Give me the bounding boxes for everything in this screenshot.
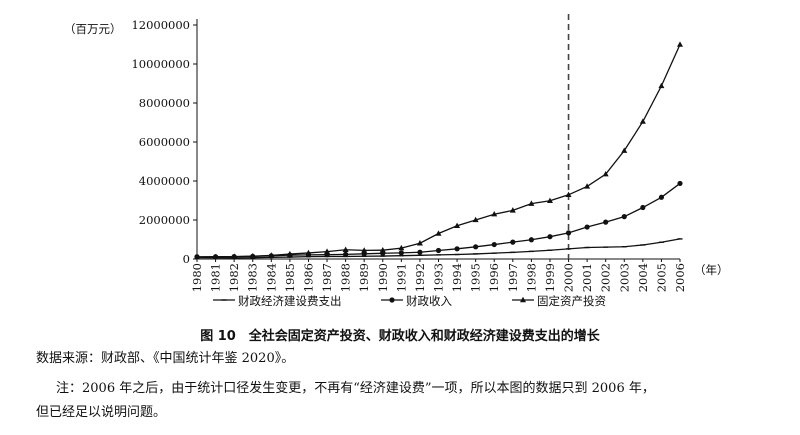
data-point — [286, 250, 293, 257]
data-point — [491, 211, 498, 217]
x-tick-label: 1998 — [524, 263, 538, 292]
x-tick-label: 1980 — [190, 263, 204, 292]
x-tick-label: 1982 — [227, 263, 241, 292]
data-point — [547, 234, 553, 240]
data-point — [454, 246, 460, 252]
y-axis-ticks: 0 2000000 4000000 6000000 8000000 10000000 120… — [131, 18, 197, 266]
data-point — [640, 204, 646, 211]
x-tick-label: 1991 — [394, 263, 408, 292]
x-tick-label: 1984 — [264, 263, 278, 292]
x-tick-label: 1987 — [320, 263, 334, 292]
figure-caption: 图 10 全社会固定资产投资、财政收入和财政经济建设费支出的增长 — [200, 329, 600, 344]
data-point — [435, 247, 442, 254]
note-line-2: 但已经足以说明问题。 — [36, 405, 167, 420]
data-point — [677, 180, 683, 187]
data-point — [361, 247, 368, 253]
x-tick-label: 2006 — [673, 263, 687, 292]
x-tick-label: 2000 — [562, 263, 576, 292]
data-point — [231, 253, 238, 259]
legend-marker — [389, 297, 395, 303]
data-point — [379, 246, 386, 253]
data-point — [621, 214, 627, 220]
data-point — [565, 230, 572, 236]
x-axis-ticks: 1980 1981 1982 1983 1984 1985 1986 1987 1988 1989… — [190, 259, 687, 292]
legend-label: 固定资产投资 — [537, 294, 606, 308]
x-tick-label: 1981 — [209, 263, 223, 292]
data-point — [584, 183, 591, 189]
x-tick-label: 2001 — [580, 263, 594, 292]
x-axis-label: （年） — [694, 263, 729, 277]
x-tick-label: 1988 — [339, 263, 353, 292]
x-tick-label: 2004 — [636, 263, 650, 292]
y-tick-label: 4000000 — [139, 174, 190, 188]
series-3 — [194, 41, 683, 260]
data-point — [491, 241, 497, 248]
data-point — [417, 249, 423, 255]
legend: 财政经济建设费支出 财政收入 固定资产投资 — [213, 294, 606, 308]
data-point — [212, 253, 219, 260]
data-point — [528, 200, 535, 206]
y-tick-label: 12000000 — [131, 18, 190, 32]
series-line — [196, 182, 681, 258]
data-point — [639, 118, 646, 124]
line-chart: 0 2000000 4000000 6000000 8000000 10000000 120… — [64, 14, 729, 308]
x-tick-label: 1992 — [413, 263, 427, 292]
data-point — [621, 147, 628, 153]
data-point — [398, 244, 405, 251]
data-point — [546, 197, 553, 203]
data-point — [249, 253, 256, 259]
data-point — [305, 249, 312, 256]
y-tick-label: 10000000 — [131, 57, 190, 71]
x-tick-label: 1994 — [450, 263, 464, 292]
data-point — [528, 237, 534, 243]
x-tick-label: 1996 — [487, 263, 501, 292]
x-tick-label: 1983 — [246, 263, 260, 292]
x-tick-label: 1986 — [301, 263, 315, 292]
data-point — [343, 251, 349, 257]
data-point — [584, 224, 590, 230]
y-axis-label: （百万元） — [64, 22, 122, 36]
data-point — [342, 246, 349, 252]
data-point — [602, 170, 609, 177]
series-line — [196, 44, 681, 258]
x-tick-label: 2005 — [654, 263, 668, 292]
x-tick-label: 2002 — [599, 263, 613, 292]
y-tick-label: 2000000 — [139, 213, 190, 227]
series-lines — [194, 41, 683, 260]
data-point — [324, 248, 331, 254]
data-point — [510, 239, 516, 245]
data-point — [472, 216, 479, 223]
legend-label: 财政收入 — [406, 294, 452, 308]
note-line-1: 注：2006 年之后，由于统计口径发生变更，不再有“经济建设费”一项，所以本图的… — [56, 381, 655, 396]
x-tick-label: 1997 — [506, 263, 520, 292]
x-tick-label: 1993 — [432, 263, 446, 292]
x-tick-label: 1989 — [357, 263, 371, 292]
x-tick-label: 1985 — [283, 263, 297, 292]
data-point — [473, 244, 479, 250]
data-point — [658, 194, 665, 200]
data-point — [435, 230, 442, 236]
data-point — [603, 219, 609, 225]
x-tick-label: 2003 — [617, 263, 631, 292]
legend-label: 财政经济建设费支出 — [238, 294, 342, 308]
x-tick-label: 1999 — [543, 263, 557, 292]
y-tick-label: 0 — [183, 252, 190, 266]
y-tick-label: 6000000 — [139, 135, 190, 149]
data-point — [398, 250, 404, 256]
data-point — [194, 254, 200, 260]
data-source: 数据来源：财政部、《中国统计年鉴 2020》。 — [36, 351, 295, 366]
data-point — [677, 41, 683, 47]
data-point — [565, 191, 572, 198]
data-point — [509, 207, 516, 213]
x-tick-label: 1995 — [469, 263, 483, 292]
data-point — [416, 240, 423, 246]
y-tick-label: 8000000 — [139, 96, 190, 110]
data-point — [268, 252, 275, 258]
legend-marker — [520, 296, 526, 303]
x-tick-label: 1990 — [376, 263, 390, 292]
data-point — [658, 82, 665, 89]
data-point — [454, 222, 461, 228]
